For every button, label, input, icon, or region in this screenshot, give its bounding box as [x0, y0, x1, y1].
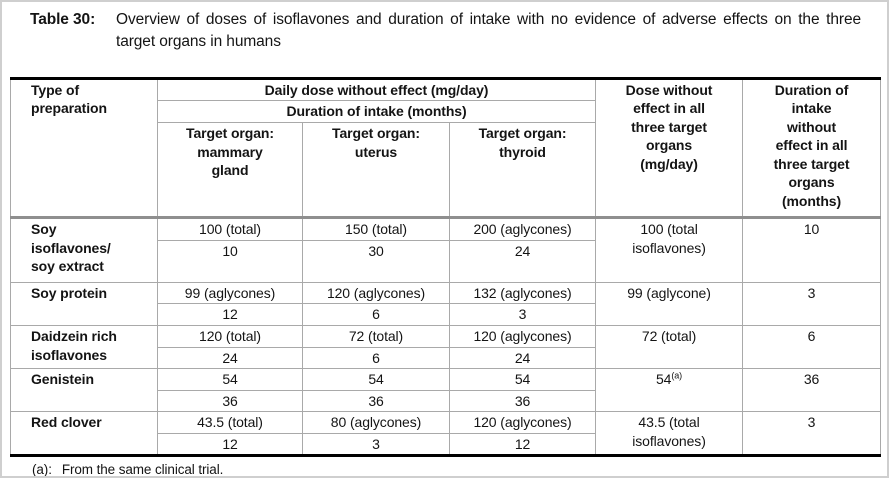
- table-row: 36 36 36: [11, 389, 881, 413]
- cell-preparation-name: Soy isoflavones/ soy extract: [10, 216, 158, 283]
- cell-uterus-dose: 120 (aglycones): [302, 281, 450, 305]
- cell-uterus-months: 6: [302, 303, 450, 327]
- cell-uterus-months: 3: [302, 432, 450, 457]
- cell-uterus-months: 6: [302, 346, 450, 370]
- cell-preparation-name: Genistein: [10, 368, 158, 413]
- cell-thyroid-dose: 132 (aglycones): [448, 281, 597, 305]
- table-body: Soy isoflavones/ soy extract 100 (total)…: [10, 216, 882, 457]
- header-duration-of-intake: Duration of intake (months): [156, 100, 597, 124]
- cell-all-organs-duration: 3: [742, 411, 882, 457]
- cell-preparation-name: Red clover: [10, 411, 158, 457]
- all-organs-dose-value: 100 (total isoflavones): [632, 221, 706, 256]
- cell-thyroid-dose: 120 (aglycones): [448, 411, 597, 434]
- cell-all-organs-duration: 10: [742, 216, 882, 283]
- isoflavones-doses-table: Type of preparation Daily dose without e…: [10, 77, 882, 458]
- header-target-organ-mammary: Target organ: mammary gland: [157, 122, 303, 219]
- cell-mammary-months: 24: [157, 346, 303, 370]
- cell-mammary-months: 10: [157, 239, 303, 283]
- cell-uterus-dose: 72 (total): [302, 325, 450, 348]
- footnote-text: From the same clinical trial.: [61, 462, 224, 478]
- all-organs-dose-value: 43.5 (total isoflavones): [632, 414, 706, 449]
- cell-all-organs-dose: 100 (total isoflavones): [595, 216, 744, 283]
- header-type-of-preparation: Type of preparation: [10, 77, 158, 219]
- cell-all-organs-duration: 36: [742, 368, 882, 413]
- table-row: Red clover 43.5 (total) 80 (aglycones) 1…: [10, 411, 882, 457]
- cell-all-organs-duration: 6: [742, 325, 882, 370]
- cell-preparation-name: Soy protein: [10, 281, 158, 327]
- cell-mammary-months: 12: [157, 432, 303, 457]
- table-row: Genistein 54 54 54 54(a) 36: [10, 368, 882, 413]
- cell-uterus-dose: 80 (aglycones): [302, 411, 450, 434]
- cell-uterus-months: 36: [302, 389, 450, 413]
- table-row: 24 6 24: [11, 346, 881, 370]
- cell-mammary-dose: 54: [157, 368, 303, 391]
- table-header: Type of preparation Daily dose without e…: [10, 77, 882, 219]
- cell-thyroid-months: 36: [448, 389, 597, 413]
- table-footnote: (a): From the same clinical trial.: [32, 462, 887, 478]
- table-row: Type of preparation Daily dose without e…: [10, 77, 882, 219]
- header-target-organ-thyroid: Target organ: thyroid: [448, 122, 597, 219]
- header-daily-dose-without-effect: Daily dose without effect (mg/day): [156, 77, 597, 102]
- cell-mammary-dose: 120 (total): [157, 325, 303, 348]
- cell-uterus-dose: 54: [302, 368, 450, 391]
- table-row: Soy isoflavones/ soy extract 100 (total)…: [10, 216, 882, 283]
- cell-thyroid-dose: 120 (aglycones): [448, 325, 597, 348]
- cell-mammary-months: 36: [157, 389, 303, 413]
- all-organs-dose-value: 54: [655, 371, 672, 388]
- table-row: 12 3 12: [11, 432, 881, 457]
- table-row: Target organ: mammary gland Target organ…: [11, 122, 881, 219]
- cell-uterus-dose: 150 (total): [302, 216, 450, 241]
- cell-thyroid-months: 3: [448, 303, 597, 327]
- cell-all-organs-dose: 99 (aglycone): [595, 281, 744, 327]
- footnote-marker: (a): [671, 370, 683, 381]
- table-row: Daidzein rich isoflavones 120 (total) 72…: [10, 325, 882, 370]
- header-target-organ-uterus: Target organ: uterus: [302, 122, 450, 219]
- cell-thyroid-months: 24: [448, 239, 597, 283]
- cell-mammary-dose: 100 (total): [157, 216, 303, 241]
- cell-all-organs-dose: 72 (total): [595, 325, 744, 370]
- cell-thyroid-dose: 200 (aglycones): [448, 216, 597, 241]
- all-organs-dose-value: 72 (total): [641, 328, 697, 345]
- cell-uterus-months: 30: [302, 239, 450, 283]
- table-row: 12 6 3: [11, 303, 881, 327]
- cell-thyroid-dose: 54: [448, 368, 597, 391]
- table-caption-text: Overview of doses of isoflavones and dur…: [116, 11, 861, 50]
- cell-thyroid-months: 24: [448, 346, 597, 370]
- cell-all-organs-duration: 3: [742, 281, 882, 327]
- table-row: 10 30 24: [11, 239, 881, 283]
- cell-mammary-months: 12: [157, 303, 303, 327]
- header-dose-all-organs: Dose without effect in all three target …: [595, 77, 744, 219]
- table-row: Soy protein 99 (aglycones) 120 (aglycone…: [10, 281, 882, 327]
- cell-all-organs-dose: 54(a): [595, 368, 744, 413]
- all-organs-dose-value: 99 (aglycone): [627, 284, 711, 301]
- cell-thyroid-months: 12: [448, 432, 597, 457]
- table-caption-label: Table 30:: [30, 11, 96, 28]
- table-caption: Table 30: Overview of doses of isoflavon…: [2, 2, 887, 53]
- cell-mammary-dose: 99 (aglycones): [157, 281, 303, 305]
- header-duration-all-organs: Duration of intake without effect in all…: [742, 77, 882, 219]
- cell-mammary-dose: 43.5 (total): [157, 411, 303, 434]
- cell-preparation-name: Daidzein rich isoflavones: [10, 325, 158, 370]
- footnote-label: (a):: [32, 462, 52, 478]
- cell-all-organs-dose: 43.5 (total isoflavones): [595, 411, 744, 457]
